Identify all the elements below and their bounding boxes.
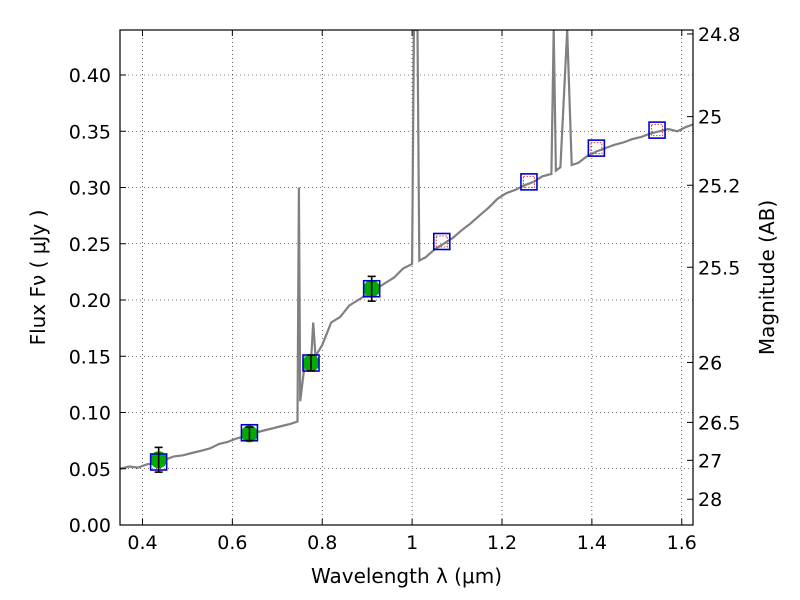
y-tick-label: 0.40 xyxy=(69,65,111,87)
y-axis-label: Flux Fν ( μJy ) xyxy=(26,210,50,346)
grid-lines xyxy=(120,30,693,526)
y-tick-label: 0.15 xyxy=(69,346,111,368)
x-tick-label: 0.8 xyxy=(307,532,337,554)
x-tick-label: 1.2 xyxy=(487,532,517,554)
plot-frame xyxy=(119,29,694,526)
model-band-square xyxy=(648,121,666,139)
marker-layer xyxy=(149,121,666,473)
y-tick-label: 0.05 xyxy=(69,459,111,481)
x-tick-label: 1 xyxy=(406,532,418,554)
model-band-square xyxy=(432,232,451,251)
right-tick-label: 25 xyxy=(698,107,722,129)
tick-layer: 0.4 0.6 0.8 1 1.2 1.4 1.6 0.00 0.05 0.10 0.15 0.20 0… xyxy=(69,24,741,554)
spectrum-line xyxy=(120,30,693,470)
x-tick-label: 0.4 xyxy=(127,532,157,554)
model-band-square xyxy=(587,139,606,157)
right-tick-label: 25.5 xyxy=(698,257,740,279)
y-tick-label: 0.00 xyxy=(69,515,111,537)
x-tick-label: 1.6 xyxy=(667,532,697,554)
y-tick-label: 0.10 xyxy=(69,403,111,425)
upper-limit-square xyxy=(435,235,448,248)
upper-limit-square xyxy=(590,142,603,155)
right-tick-label: 27 xyxy=(698,450,722,472)
upper-limit-square xyxy=(522,175,536,188)
x-axis-label: Wavelength λ (μm) xyxy=(311,564,502,588)
y-tick-label: 0.20 xyxy=(69,290,111,312)
x-tick-label: 0.6 xyxy=(217,532,247,554)
model-band-square xyxy=(520,173,538,191)
right-tick-label: 24.8 xyxy=(698,24,740,46)
right-tick-label: 28 xyxy=(698,489,722,511)
y-tick-label: 0.30 xyxy=(69,178,111,200)
x-tick-label: 1.4 xyxy=(577,532,607,554)
right-tick-label: 25.2 xyxy=(698,175,740,197)
right-tick-label: 26.5 xyxy=(698,412,740,434)
upper-limit-square xyxy=(650,124,664,137)
y-tick-label: 0.25 xyxy=(69,234,111,256)
right-axis-label: Magnitude (AB) xyxy=(755,200,779,355)
right-tick-label: 26 xyxy=(698,352,722,374)
y-tick-label: 0.35 xyxy=(69,121,111,143)
spectrum-layer xyxy=(120,30,693,470)
